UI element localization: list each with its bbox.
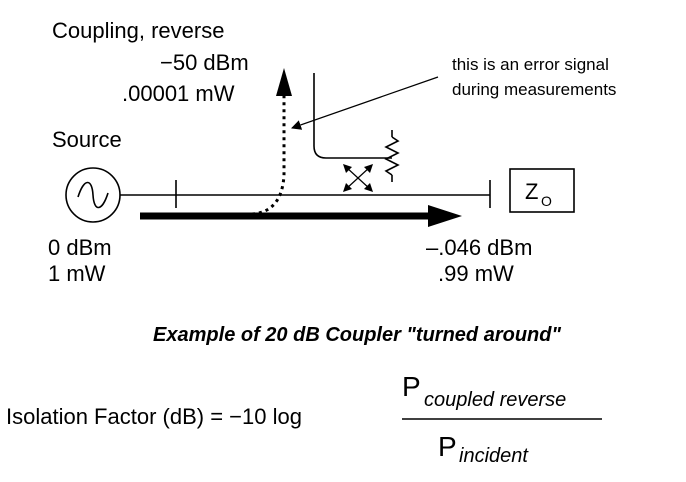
source-label: Source — [52, 127, 122, 152]
load-main-label: Z — [525, 179, 538, 204]
coupling-dbm: −50 dBm — [160, 50, 249, 75]
reverse-signal-arrowhead — [276, 68, 292, 96]
output-dbm: –.046 dBm — [426, 235, 532, 260]
coupling-title: Coupling, reverse — [52, 18, 224, 43]
coupled-line — [313, 73, 372, 159]
annotation-arrow — [291, 76, 439, 130]
denominator-sub: incident — [459, 445, 529, 467]
load-sub-label: O — [541, 193, 552, 209]
annotation-line-2: during measurements — [452, 80, 616, 99]
reverse-signal-path — [251, 93, 286, 216]
load-zo-box: Z O — [509, 168, 575, 213]
source-icon — [65, 167, 121, 223]
annotation-line-1: this is an error signal — [452, 55, 609, 74]
source-dbm: 0 dBm — [48, 235, 112, 260]
output-mw: .99 mW — [438, 261, 514, 286]
source-mw: 1 mW — [48, 261, 106, 286]
formula-lhs: Isolation Factor (dB) = −10 log — [6, 404, 302, 429]
coupling-cross-icon — [343, 164, 373, 192]
coupling-mw: .00001 mW — [122, 81, 235, 106]
figure-caption: Example of 20 dB Coupler "turned around" — [153, 324, 561, 346]
numerator-sub: coupled reverse — [424, 389, 566, 411]
numerator-p: P — [402, 371, 421, 402]
denominator-p: P — [438, 431, 457, 462]
resistor-icon — [372, 130, 400, 182]
forward-signal-arrowhead — [428, 205, 462, 227]
